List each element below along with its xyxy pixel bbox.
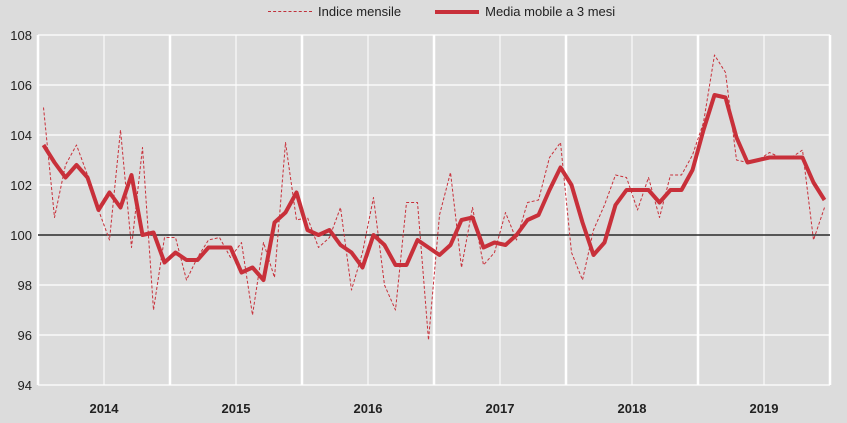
- legend-label-moving-average: Media mobile a 3 mesi: [485, 4, 616, 19]
- x-tick-label: 2015: [222, 401, 251, 416]
- legend-item-moving-average: Media mobile a 3 mesi: [435, 4, 615, 19]
- y-tick-label: 94: [18, 378, 32, 393]
- x-tick-label: 2018: [618, 401, 647, 416]
- x-tick-label: 2019: [750, 401, 779, 416]
- moving-average-line: [41, 93, 827, 282]
- x-tick-label: 2016: [354, 401, 383, 416]
- y-tick-label: 98: [18, 278, 32, 293]
- y-tick-label: 102: [10, 178, 32, 193]
- dashed-line-swatch-icon: [268, 11, 312, 12]
- x-tick-label: 2017: [486, 401, 515, 416]
- y-tick-label: 108: [10, 28, 32, 43]
- y-tick-label: 106: [10, 78, 32, 93]
- y-tick-label: 100: [10, 228, 32, 243]
- monthly-index-line: [43, 54, 825, 341]
- y-tick-label: 104: [10, 128, 32, 143]
- x-tick-label: 2014: [90, 401, 120, 416]
- legend-item-monthly: Indice mensile: [268, 4, 401, 19]
- solid-line-swatch-icon: [435, 9, 480, 14]
- legend: Indice mensile Media mobile a 3 mesi: [268, 4, 649, 19]
- legend-label-monthly: Indice mensile: [318, 4, 402, 19]
- y-tick-label: 96: [18, 328, 32, 343]
